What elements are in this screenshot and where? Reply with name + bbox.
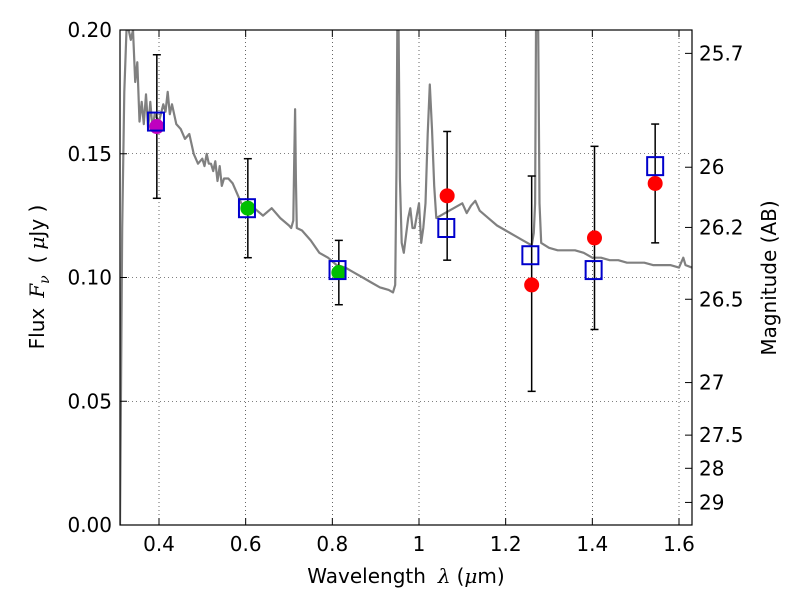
x-tick-label-3: 1 <box>413 532 426 556</box>
photometry-point-6 <box>647 175 663 191</box>
tick-labels: 0.4 0.6 0.8 1 1.2 1.4 1.6 0.00 0.05 0.10 0.15 0.20 2… <box>67 18 743 556</box>
mag-tick-label-4: 27 <box>699 371 724 395</box>
model-flux-square-4 <box>521 245 540 266</box>
x-tick-label-4: 1.2 <box>490 532 522 556</box>
magnitude-axis-title: Magnitude (AB) <box>757 200 781 355</box>
mag-tick-label-6: 28 <box>699 456 724 480</box>
y-tick-label-1: 0.05 <box>67 389 112 413</box>
x-tick-label-0: 0.4 <box>143 532 175 556</box>
x-tick-label-5: 1.4 <box>576 532 608 556</box>
photometry-point-4 <box>524 277 540 293</box>
marker-layer <box>146 111 665 293</box>
photometry-point-3 <box>439 188 455 204</box>
model-spectrum-line <box>120 30 692 525</box>
model-flux-square-5 <box>584 260 603 281</box>
y-tick-label-4: 0.20 <box>67 18 112 42</box>
mag-tick-label-0: 25.7 <box>699 41 744 65</box>
photometry-point-2 <box>331 265 347 281</box>
model-flux-square-0 <box>146 111 165 132</box>
mag-tick-label-3: 26.5 <box>699 287 744 311</box>
mag-tick-label-5: 27.5 <box>699 423 744 447</box>
model-flux-square-1 <box>237 198 256 219</box>
model-flux-square-6 <box>646 156 665 177</box>
x-tick-label-2: 0.8 <box>316 532 348 556</box>
model-spectrum-layer <box>120 30 692 525</box>
plot-frame <box>119 29 693 526</box>
y-tick-label-2: 0.10 <box>67 266 112 290</box>
y-axis-title: FluxFν(μJy ) <box>25 205 53 350</box>
photometry-point-5 <box>587 230 602 246</box>
model-flux-square-3 <box>437 218 456 238</box>
x-tick-label-6: 1.6 <box>663 532 695 556</box>
y-tick-label-0: 0.00 <box>67 513 112 537</box>
x-axis-title: Wavelength λ (μm) <box>307 564 504 588</box>
photometry-point-0 <box>149 119 165 135</box>
x-tick-label-1: 0.6 <box>230 532 262 556</box>
photometry-point-1 <box>240 200 256 216</box>
mag-tick-label-7: 29 <box>699 490 724 514</box>
y-tick-label-3: 0.15 <box>67 142 112 166</box>
mag-tick-label-1: 26 <box>699 155 724 179</box>
model-flux-square-2 <box>328 260 347 281</box>
mag-tick-label-2: 26.2 <box>699 215 744 239</box>
